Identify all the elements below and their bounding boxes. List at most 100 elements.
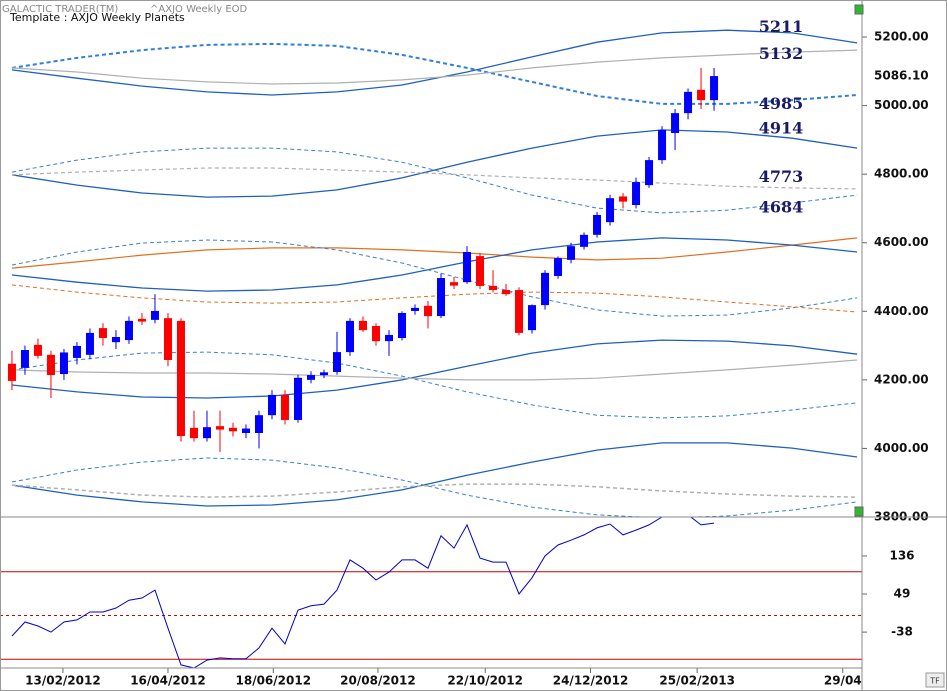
level-label: 5132 bbox=[759, 44, 804, 63]
planet-line bbox=[11, 442, 858, 507]
x-tick-label: 24/12/2012 bbox=[553, 674, 629, 688]
last-price-label: 5086.10 bbox=[874, 69, 929, 83]
planet-line bbox=[11, 457, 858, 517]
candle-body bbox=[541, 272, 550, 306]
planet-line bbox=[11, 29, 858, 96]
planet-line bbox=[11, 49, 858, 85]
level-label: 4985 bbox=[759, 94, 804, 113]
x-tick-label: 20/08/2012 bbox=[340, 674, 416, 688]
level-label: 5211 bbox=[759, 17, 804, 36]
app-title: GALACTIC TRADER(TM) bbox=[2, 4, 118, 15]
y-tick-label: 5000.00 bbox=[874, 98, 929, 112]
candle-body bbox=[111, 337, 120, 343]
candle-body bbox=[98, 328, 107, 339]
x-tick-label: 29/04 bbox=[824, 674, 862, 688]
candle-body bbox=[632, 182, 641, 206]
planet-line bbox=[11, 237, 858, 269]
candle-body bbox=[46, 354, 55, 376]
candle-body bbox=[697, 89, 706, 101]
candle-body bbox=[463, 251, 472, 283]
candle-body bbox=[241, 428, 250, 434]
candle-body bbox=[424, 305, 433, 317]
candle-body bbox=[176, 320, 185, 437]
candle-body bbox=[671, 113, 680, 134]
candle-body bbox=[359, 320, 368, 331]
candle-body bbox=[20, 350, 29, 368]
planet-line bbox=[11, 129, 858, 198]
candle-body bbox=[254, 415, 263, 434]
candle-body bbox=[515, 290, 524, 333]
candle-body bbox=[215, 426, 224, 430]
panel-button[interactable] bbox=[854, 4, 864, 15]
y-tick-label: 49 bbox=[894, 587, 911, 601]
x-tick-label: 18/06/2012 bbox=[236, 674, 312, 688]
candle-body bbox=[202, 427, 211, 439]
y-tick-label: -38 bbox=[891, 625, 913, 639]
instrument: ^AXJO Weekly EOD bbox=[150, 4, 248, 15]
candle-body bbox=[684, 91, 693, 114]
planet-line bbox=[11, 351, 858, 419]
y-tick-label: 4400.00 bbox=[874, 304, 929, 318]
tf-button[interactable] bbox=[925, 672, 945, 688]
candle-body bbox=[658, 129, 667, 161]
candle-body bbox=[137, 318, 146, 322]
planet-line bbox=[11, 237, 858, 292]
candle-body bbox=[528, 305, 537, 331]
level-label: 4773 bbox=[759, 167, 804, 186]
candle-body bbox=[72, 345, 81, 358]
level-label: 4684 bbox=[759, 197, 804, 216]
candle-body bbox=[59, 352, 68, 375]
candle-body bbox=[124, 320, 133, 341]
y-tick-label: 4800.00 bbox=[874, 167, 929, 181]
candle-body bbox=[489, 285, 498, 291]
axes: 3800.004000.004200.004400.004600.004800.… bbox=[25, 17, 946, 688]
candle-body bbox=[411, 307, 420, 311]
x-tick-label: 16/04/2012 bbox=[130, 674, 206, 688]
planet-line bbox=[11, 284, 858, 313]
planet-line bbox=[11, 42, 858, 105]
candle-body bbox=[502, 290, 511, 295]
candle-body bbox=[710, 76, 719, 101]
candle-body bbox=[228, 427, 237, 432]
candle-body bbox=[189, 427, 198, 439]
y-tick-label: 4200.00 bbox=[874, 372, 929, 386]
planet-line bbox=[11, 359, 858, 381]
x-tick-label: 25/02/2013 bbox=[659, 674, 735, 688]
candle-body bbox=[580, 234, 589, 247]
panel-button[interactable] bbox=[854, 506, 864, 517]
level-label: 4914 bbox=[759, 119, 804, 138]
candle-body bbox=[150, 310, 159, 320]
candle-body bbox=[319, 372, 328, 376]
candle-body bbox=[593, 214, 602, 235]
candle-body bbox=[398, 313, 407, 339]
price-panel bbox=[7, 29, 858, 517]
x-tick-label: 22/10/2012 bbox=[447, 674, 523, 688]
template-name: Template : AXJO Weekly Planets bbox=[9, 11, 185, 24]
candle-body bbox=[372, 326, 381, 342]
tf-button-label[interactable]: TF bbox=[929, 677, 940, 686]
candle-body bbox=[280, 394, 289, 420]
y-tick-label: 136 bbox=[889, 548, 914, 562]
planet-line bbox=[11, 483, 858, 498]
candle-body bbox=[85, 332, 94, 355]
planet-line bbox=[11, 147, 858, 214]
candle-body bbox=[476, 256, 485, 286]
candle-body bbox=[306, 375, 315, 380]
candle-body bbox=[567, 246, 576, 260]
candle-body bbox=[645, 160, 654, 186]
planet-line bbox=[11, 239, 858, 317]
oscillator-panel bbox=[0, 517, 862, 668]
candle-body bbox=[606, 198, 615, 223]
candle-body bbox=[293, 377, 302, 420]
candle-body bbox=[346, 320, 355, 353]
y-tick-label: 5200.00 bbox=[874, 30, 929, 44]
y-tick-label: 4000.00 bbox=[874, 441, 929, 455]
candle-body bbox=[450, 282, 459, 286]
oscillator-line bbox=[11, 517, 715, 668]
candle-body bbox=[332, 352, 341, 372]
candle-body bbox=[437, 278, 446, 317]
candle-body bbox=[385, 334, 394, 342]
x-tick-label: 13/02/2012 bbox=[25, 674, 101, 688]
